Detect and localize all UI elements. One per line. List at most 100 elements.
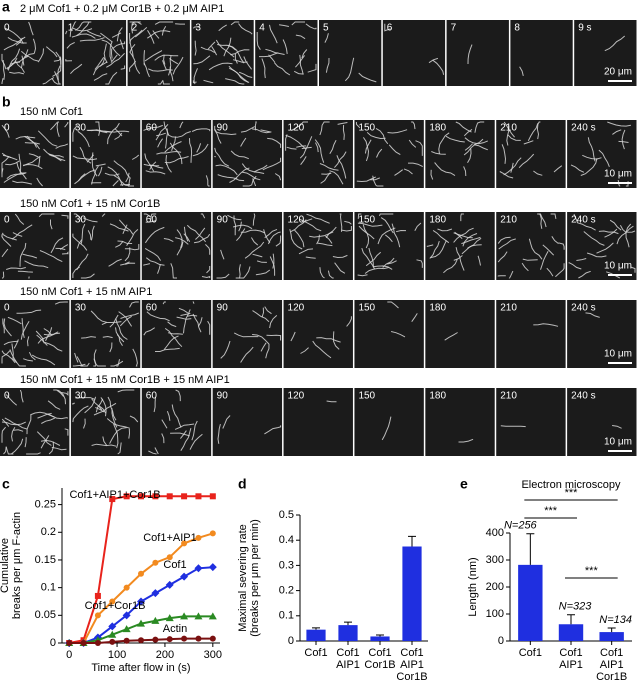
filament — [167, 321, 177, 328]
filament — [86, 30, 102, 37]
filament — [164, 327, 183, 348]
y-tick-label: 200 — [486, 581, 504, 593]
filament — [31, 354, 56, 366]
y-tick-label: 0 — [50, 637, 56, 649]
error-bar — [408, 535, 416, 547]
filament — [220, 340, 231, 359]
micrograph — [496, 300, 566, 368]
filament — [255, 269, 271, 276]
filament — [217, 44, 237, 51]
filament — [183, 309, 191, 334]
frame-label: 8 — [514, 23, 520, 34]
filament — [156, 150, 182, 155]
frame-label: 0 — [4, 123, 10, 134]
y-tick-label: 0.25 — [35, 499, 56, 511]
filament — [355, 121, 361, 129]
filament — [13, 429, 24, 432]
panel-label: c — [2, 476, 10, 492]
filament — [506, 125, 510, 146]
n-label: N=323 — [559, 601, 593, 613]
filament — [6, 172, 26, 179]
filament — [161, 433, 165, 444]
filament — [28, 21, 34, 36]
micrograph — [382, 20, 446, 86]
filament — [289, 228, 303, 250]
filament — [117, 240, 133, 244]
frame-label: 210 — [500, 123, 517, 134]
filament — [403, 168, 413, 175]
frame-label: 30 — [75, 391, 87, 402]
filament — [503, 157, 522, 176]
filament — [115, 327, 123, 346]
filament — [252, 213, 256, 226]
filament — [118, 219, 134, 235]
filament — [230, 49, 250, 56]
marker — [123, 637, 130, 644]
filament — [230, 21, 240, 26]
filament — [217, 174, 238, 180]
filament — [357, 274, 368, 277]
filament — [128, 428, 131, 439]
filament — [444, 332, 458, 341]
filament — [125, 262, 136, 265]
filament — [128, 178, 131, 187]
filament — [290, 331, 296, 342]
frame-label: 210 — [500, 303, 517, 314]
micrograph — [567, 300, 637, 368]
filament — [105, 71, 118, 85]
frame-label: 180 — [429, 391, 446, 402]
filament — [148, 450, 157, 455]
filament — [218, 24, 227, 32]
filament — [5, 394, 18, 406]
filament — [35, 330, 45, 344]
filament — [2, 271, 5, 279]
filament — [26, 135, 38, 148]
filament — [242, 175, 257, 187]
filament — [37, 332, 61, 344]
filament — [11, 426, 16, 442]
filament — [55, 51, 62, 65]
filament — [431, 151, 446, 155]
filament — [78, 173, 86, 182]
filament — [18, 153, 22, 174]
filament — [250, 237, 259, 246]
filament — [464, 143, 473, 151]
frame-label: 240 s — [571, 215, 595, 226]
filament — [300, 347, 309, 354]
filament — [196, 143, 202, 153]
filament — [395, 229, 407, 233]
micrograph — [191, 20, 254, 86]
filament — [143, 263, 151, 266]
y-tick-label: 0.3 — [279, 559, 294, 571]
filament — [200, 213, 206, 219]
filament — [86, 129, 112, 133]
filament — [301, 49, 308, 59]
filament — [37, 412, 52, 419]
filament — [558, 242, 565, 250]
frame-label: 30 — [75, 215, 87, 226]
filament — [473, 144, 488, 151]
filament — [91, 398, 103, 411]
filament — [178, 307, 189, 314]
x-tick-label: Cof1 — [519, 647, 542, 659]
filament — [362, 137, 370, 162]
filament — [36, 334, 48, 346]
panel-label: a — [2, 0, 10, 15]
filament — [3, 318, 12, 337]
filament — [521, 262, 529, 272]
filament — [93, 358, 106, 367]
filament — [12, 358, 26, 367]
filament — [192, 301, 195, 304]
filament — [453, 227, 474, 243]
filament — [443, 259, 458, 274]
filament — [124, 247, 131, 262]
filament — [429, 240, 440, 259]
filament — [542, 244, 555, 256]
filament — [22, 253, 38, 259]
marker — [94, 640, 101, 646]
filament — [152, 30, 160, 39]
filament — [437, 228, 453, 232]
error-bar — [312, 627, 320, 630]
filament — [332, 331, 340, 350]
filament — [325, 57, 330, 73]
